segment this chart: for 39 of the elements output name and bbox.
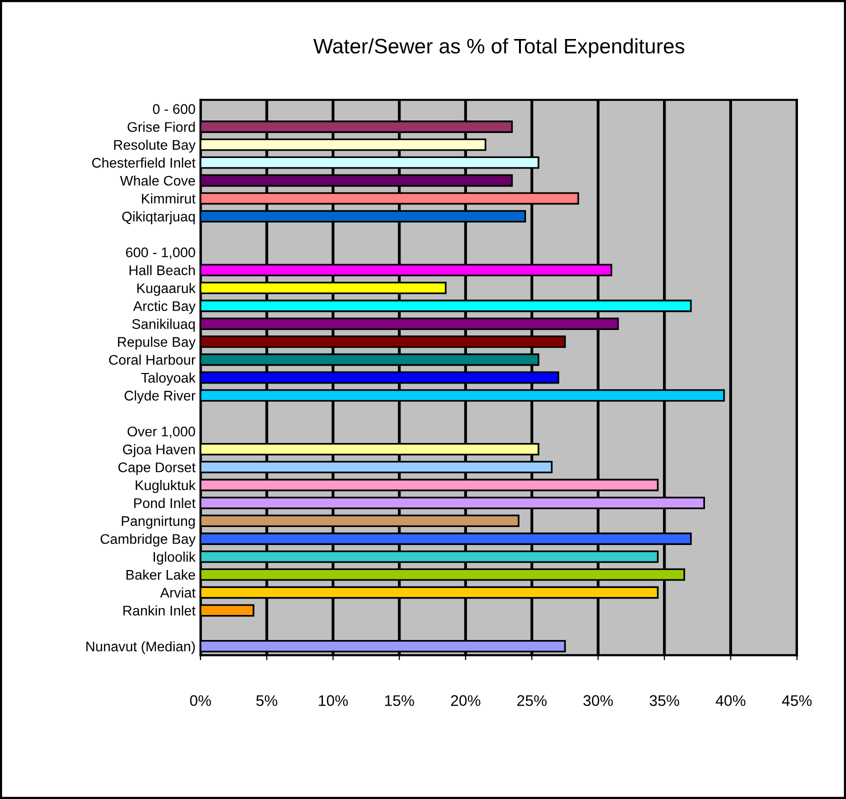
x-tick-label: 20% [451, 695, 480, 706]
y-tick-label: Gjoa Haven [123, 444, 195, 458]
chart-title: Water/Sewer as % of Total Expenditures [313, 38, 684, 58]
y-tick-label: Chesterfield Inlet [92, 158, 196, 168]
x-tick-label: 40% [716, 695, 746, 706]
y-tick-label: Igloolik [154, 552, 196, 565]
y-tick-label: Cambridge Bay [100, 534, 196, 547]
y-tick-label: Taloyoak [141, 372, 196, 386]
y-tick-label: Over 1,000 [128, 426, 196, 438]
x-tick-label: 35% [650, 695, 680, 706]
y-tick-label: Coral Harbour [109, 354, 196, 365]
y-tick-label: Resolute Bay [114, 140, 196, 153]
y-tick-label: Kimmirut [142, 193, 196, 204]
x-tick-label: 0% [190, 695, 211, 706]
y-tick-label: Rankin Inlet [123, 605, 196, 616]
y-tick-label: Kugaaruk [137, 282, 196, 296]
x-tick-label: 10% [318, 695, 348, 706]
y-tick-label: Grise Fiord [128, 122, 195, 132]
y-tick-label: Repulse Bay [118, 336, 196, 350]
y-tick-label: Arviat [160, 587, 196, 598]
y-tick-label: Kugluktuk [136, 480, 196, 493]
x-tick-label: 30% [583, 695, 613, 706]
y-tick-label: Pangnirtung [122, 516, 195, 529]
y-tick-label: Qikiqtarjuaq [122, 211, 195, 224]
y-tick-label: Sanikiluaq [132, 318, 195, 332]
x-tick-label: 15% [385, 695, 414, 706]
x-tick-label: 45% [782, 695, 812, 706]
y-tick-label: Nunavut (Median) [86, 641, 195, 654]
y-tick-label: Arctic Bay [133, 300, 196, 314]
y-tick-label: Pond Inlet [134, 498, 196, 508]
y-tick-label: Clyde River [124, 390, 196, 404]
y-tick-label: 0 - 600 [152, 104, 196, 114]
y-tick-label: Cape Dorset [118, 462, 196, 476]
y-tick-label: Baker Lake [126, 570, 196, 580]
y-tick-label: Hall Beach [130, 265, 195, 276]
y-tick-label: Whale Cove [120, 175, 196, 186]
x-tick-label: 25% [517, 695, 547, 706]
x-tick-label: 5% [256, 695, 278, 706]
y-tick-label: 600 - 1,000 [126, 247, 196, 259]
